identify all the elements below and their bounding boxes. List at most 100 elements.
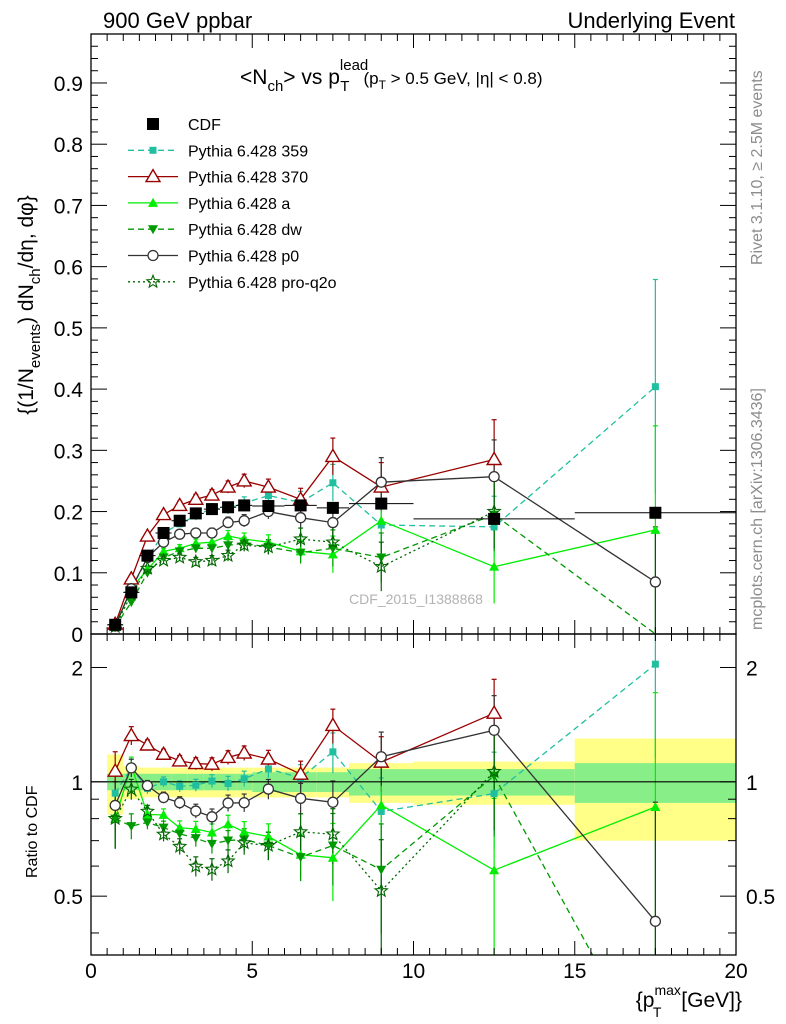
- x-tick-label: 5: [246, 960, 258, 983]
- ratio-series-line: [114, 774, 594, 955]
- series-point: [190, 527, 202, 539]
- ratio-series-point: [190, 823, 201, 833]
- ratio-series-point: [649, 915, 662, 927]
- ratio-series-point: [109, 799, 121, 812]
- ratio-series-point: [324, 717, 342, 732]
- legend-marker: [147, 118, 159, 130]
- ratio-uncertainty-bands: [107, 738, 736, 841]
- ratio-series-point: [375, 751, 387, 763]
- series-point: [203, 486, 221, 501]
- ratio-series-point: [192, 781, 200, 789]
- data-point: [173, 514, 186, 527]
- legend: CDF Pythia 6.428 359 Pythia 6.428 370 Pythi…: [128, 117, 337, 292]
- main-y-tick-label: 0.5: [54, 318, 83, 341]
- ratio-y-tick-label: 0.5: [54, 886, 83, 909]
- data-point: [205, 503, 218, 516]
- main-y-tick-label: 0.4: [54, 379, 84, 402]
- series-point: [375, 476, 387, 488]
- ratio-series-point: [235, 744, 253, 759]
- x-tick-label: 10: [402, 960, 425, 983]
- main-y-tick-label: 0.1: [54, 563, 83, 586]
- legend-marker: [149, 146, 157, 154]
- series-point: [142, 568, 153, 578]
- ratio-series-point: [157, 791, 170, 804]
- ratio-series-point: [488, 724, 500, 736]
- ratio-series-point: [106, 762, 124, 777]
- series-point: [295, 548, 306, 558]
- ratio-series-point: [203, 755, 221, 770]
- data-point: [649, 506, 662, 519]
- data-point: [222, 501, 235, 514]
- series-point: [650, 524, 661, 534]
- ratio-series-point: [126, 822, 137, 832]
- x-axis-label: {pmax T [GeV]}: [636, 982, 742, 1020]
- ratio-series-point: [327, 796, 339, 808]
- ratio-series-point: [262, 783, 275, 795]
- legend-label: Pythia 6.428 dw: [188, 222, 302, 239]
- legend-marker: [144, 168, 162, 183]
- series-point: [223, 531, 234, 541]
- legend-marker: [148, 225, 158, 235]
- series-point: [172, 549, 188, 564]
- ratio-series-point: [139, 736, 156, 751]
- series-point: [489, 561, 500, 571]
- data-point: [238, 499, 251, 512]
- main-y-tick-label: 0.3: [54, 440, 83, 463]
- ratio-series-point: [263, 831, 274, 841]
- series-point: [139, 527, 156, 542]
- header-right: Underlying Event: [567, 8, 735, 33]
- series-point: [187, 490, 205, 506]
- ratio-series-point: [206, 839, 217, 849]
- series-point: [222, 516, 234, 529]
- ratio-series-point: [295, 853, 306, 863]
- series-point: [158, 553, 169, 563]
- plot-title: <Nch> vs plead T (pT > 0.5 GeV, |η| < 0.8): [240, 57, 543, 95]
- series-point: [236, 537, 252, 552]
- legend-marker: [147, 249, 159, 262]
- ratio-y-tick-label-right: 0.5: [746, 886, 775, 909]
- main-y-axis-label: {(1/Nevents) dNch/dη, dφ}: [15, 195, 44, 415]
- ratio-series-point: [220, 853, 236, 868]
- mcplots-label: mcplots.cern.ch [arXiv:1306.3436]: [749, 388, 766, 630]
- series-point: [171, 497, 188, 512]
- series-point: [264, 492, 272, 500]
- ratio-series-point: [141, 780, 154, 792]
- data-point: [262, 500, 275, 513]
- series-point: [239, 539, 250, 549]
- series-point: [490, 523, 498, 531]
- ratio-series-point: [224, 779, 232, 787]
- series-point: [651, 383, 659, 391]
- ratio-series-point: [489, 865, 500, 875]
- ratio-series-point: [239, 835, 250, 845]
- series-point: [376, 515, 387, 525]
- ratio-y-tick-label: 1: [71, 772, 83, 795]
- series-point: [206, 537, 217, 547]
- main-series-lines: [112, 278, 658, 634]
- ratio-series-point: [139, 803, 156, 818]
- series-point: [327, 549, 338, 559]
- ratio-series-point: [294, 792, 307, 804]
- legend-label: Pythia 6.428 370: [188, 170, 308, 187]
- ratio-series-point: [158, 809, 169, 819]
- ratio-series-point: [376, 800, 387, 810]
- ratio-series-point: [325, 826, 341, 841]
- series-point: [190, 544, 201, 554]
- ratio-series-point: [219, 749, 237, 764]
- ratio-series-point: [171, 752, 188, 767]
- series-point: [220, 547, 236, 563]
- ratio-series-point: [223, 836, 234, 846]
- data-point: [125, 586, 138, 599]
- ratio-series-point: [125, 762, 137, 774]
- ratio-series-point: [260, 837, 277, 853]
- ratio-series-point: [204, 861, 220, 876]
- series-point: [139, 560, 156, 575]
- series-point: [260, 478, 277, 493]
- data-point: [488, 512, 501, 525]
- ratio-series-point: [240, 775, 248, 783]
- series-point: [155, 506, 172, 521]
- series-point: [206, 544, 217, 554]
- series-point: [376, 553, 387, 563]
- main-y-tick-label: 0.2: [54, 502, 83, 525]
- ratio-series-point: [376, 865, 387, 875]
